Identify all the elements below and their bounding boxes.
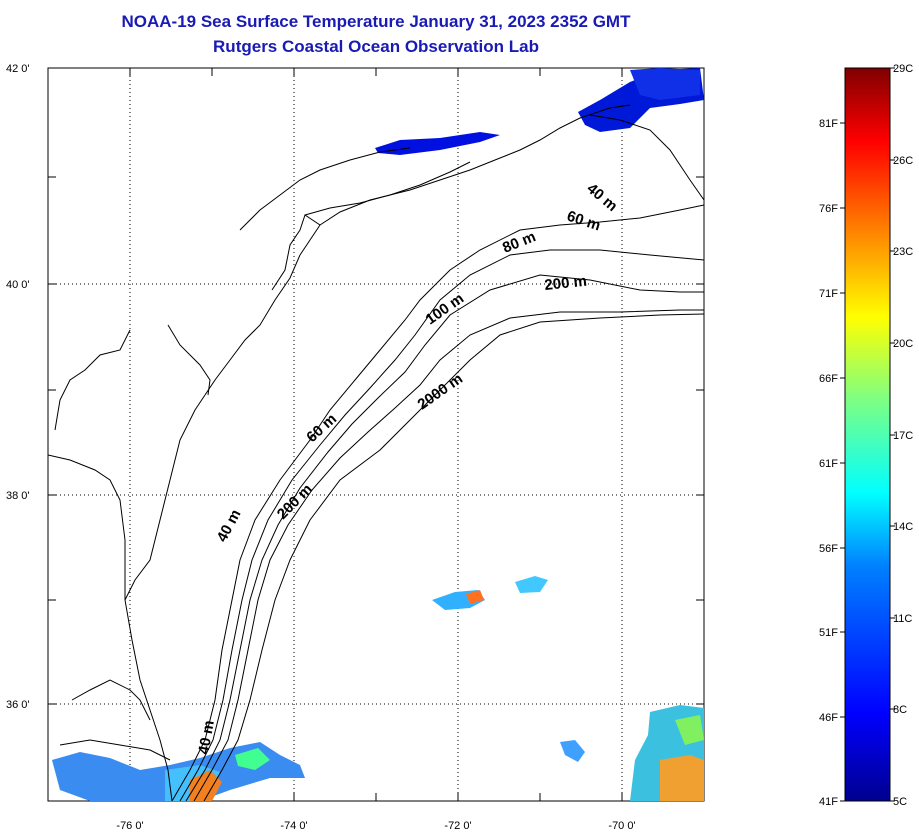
colorbar-celsius-label: 17C <box>893 430 913 442</box>
lon-label: -74 0' <box>280 820 307 832</box>
map-frame <box>47 67 705 802</box>
colorbar-celsius-label: 11C <box>893 613 912 625</box>
colorbar: 29C 26C 23C 20C 17C 14C 11C 8C 5C 81F 76… <box>819 63 913 808</box>
lat-label: 38 0' <box>6 490 30 502</box>
sst-data <box>52 68 704 801</box>
colorbar-fahrenheit-label: 51F <box>819 627 838 639</box>
colorbar-celsius-label: 20C <box>893 338 913 350</box>
lon-label: -70 0' <box>608 820 635 832</box>
map-grid <box>48 68 704 801</box>
lon-label: -76 0' <box>116 820 143 832</box>
coastline <box>48 104 631 801</box>
depth-label: 200 m <box>544 273 588 294</box>
colorbar-fahrenheit-label: 66F <box>819 373 838 385</box>
colorbar-gradient <box>844 67 891 802</box>
map-subtitle: Rutgers Coastal Ocean Observation Lab <box>213 37 539 56</box>
bathymetry-contours <box>171 114 704 801</box>
map-title: NOAA-19 Sea Surface Temperature January … <box>121 12 631 31</box>
colorbar-celsius-label: 26C <box>893 155 913 167</box>
colorbar-fahrenheit-label: 76F <box>819 203 838 215</box>
colorbar-fahrenheit-label: 41F <box>819 796 838 808</box>
latitude-labels: 42 0' 40 0' 38 0' 36 0' <box>6 63 30 711</box>
depth-label: 40 m <box>195 719 218 756</box>
colorbar-celsius-label: 29C <box>893 63 913 75</box>
lon-label: -72 0' <box>444 820 471 832</box>
lat-label: 42 0' <box>6 63 30 75</box>
lat-label: 40 0' <box>6 279 30 291</box>
colorbar-fahrenheit-label: 56F <box>819 543 838 555</box>
colorbar-fahrenheit-label: 46F <box>819 712 838 724</box>
colorbar-celsius-label: 5C <box>893 796 907 808</box>
lat-label: 36 0' <box>6 699 30 711</box>
colorbar-celsius-label: 14C <box>893 521 913 533</box>
colorbar-celsius-label: 23C <box>893 246 913 258</box>
colorbar-fahrenheit-label: 71F <box>819 288 838 300</box>
colorbar-fahrenheit-label: 61F <box>819 458 838 470</box>
longitude-labels: -76 0' -74 0' -72 0' -70 0' <box>116 820 635 832</box>
colorbar-celsius-label: 8C <box>893 704 907 716</box>
colorbar-fahrenheit-label: 81F <box>819 118 838 130</box>
